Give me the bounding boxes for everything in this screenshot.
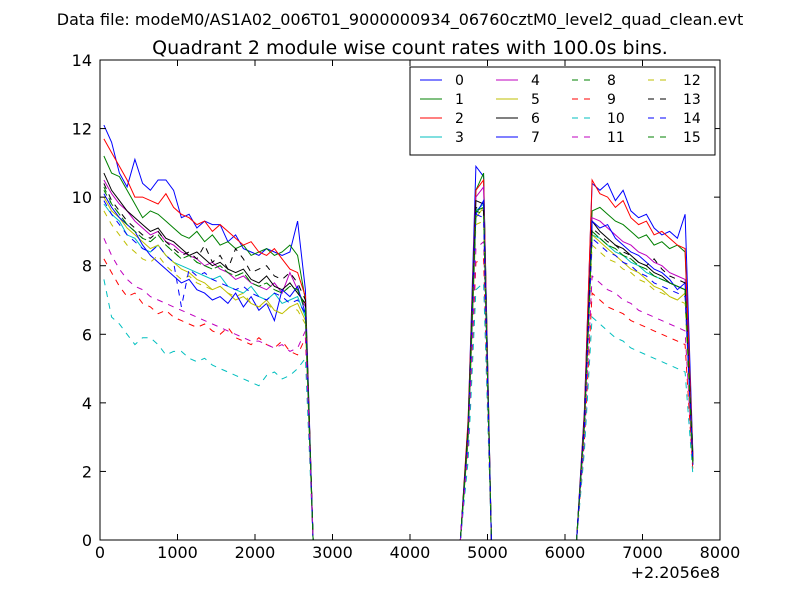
series-line-10 [103, 279, 694, 541]
x-tick-label: 2000 [235, 543, 276, 562]
y-tick-label: 0 [82, 531, 92, 550]
series-line-15 [103, 186, 694, 541]
legend-box [409, 66, 716, 156]
x-offset-label: +2.2056e8 [631, 563, 720, 582]
x-tick-label: 7000 [622, 543, 663, 562]
series-line-2 [103, 138, 694, 541]
series-line-14 [103, 200, 694, 541]
series-line-5 [103, 196, 694, 541]
series-line-13 [103, 183, 694, 541]
legend-label-3: 3 [455, 130, 464, 146]
legend-label-9: 9 [607, 92, 616, 108]
series-line-1 [103, 155, 694, 541]
y-tick-label: 12 [72, 120, 92, 139]
x-tick-label: 0 [95, 543, 105, 562]
legend-label-14: 14 [683, 111, 701, 127]
y-tick-label: 2 [82, 462, 92, 481]
legend-label-7: 7 [531, 130, 540, 146]
legend-label-1: 1 [455, 92, 464, 108]
y-tick-label: 14 [72, 51, 92, 70]
suptitle: Data file: modeM0/AS1A02_006T01_90000009… [57, 10, 743, 30]
legend-label-8: 8 [607, 73, 616, 89]
axis-layer: 0 1000 2000 3000 4000 5000 6000 7000 80000246810… [72, 51, 741, 562]
y-tick-label: 6 [82, 325, 92, 344]
legend-label-4: 4 [531, 73, 540, 89]
series-line-0 [103, 124, 694, 541]
series-layer [103, 124, 694, 541]
series-line-6 [103, 172, 694, 541]
series-line-8 [103, 190, 694, 541]
legend-label-5: 5 [531, 92, 540, 108]
y-tick-label: 8 [82, 257, 92, 276]
x-tick-label: 6000 [545, 543, 586, 562]
legend-label-10: 10 [607, 111, 625, 127]
series-line-12 [103, 210, 694, 541]
legend-label-12: 12 [683, 73, 701, 89]
series-line-9 [103, 258, 694, 541]
y-tick-label: 10 [72, 188, 92, 207]
legend-label-0: 0 [455, 73, 464, 89]
legend-label-13: 13 [683, 92, 701, 108]
legend-label-11: 11 [607, 130, 625, 146]
x-tick-label: 8000 [700, 543, 741, 562]
x-tick-label: 5000 [467, 543, 508, 562]
y-tick-label: 4 [82, 394, 92, 413]
x-tick-label: 1000 [157, 543, 198, 562]
legend-label-15: 15 [683, 130, 701, 146]
legend-label-6: 6 [531, 111, 540, 127]
x-tick-label: 4000 [390, 543, 431, 562]
chart-title: Quadrant 2 module wise count rates with … [152, 37, 668, 59]
legend-label-2: 2 [455, 111, 464, 127]
x-tick-label: 3000 [312, 543, 353, 562]
